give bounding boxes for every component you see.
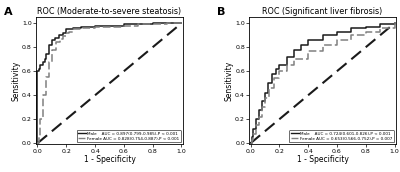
Legend: Male    AUC = 0.897(0.799-0.985),P < 0.001, Female AUC = 0.828(0.754-0.887),P < : Male AUC = 0.897(0.799-0.985),P < 0.001,… — [77, 130, 181, 142]
X-axis label: 1 - Specificity: 1 - Specificity — [84, 155, 136, 164]
X-axis label: 1 - Specificity: 1 - Specificity — [296, 155, 348, 164]
Title: ROC (Significant liver fibrosis): ROC (Significant liver fibrosis) — [262, 7, 383, 16]
Text: A: A — [4, 7, 12, 17]
Title: ROC (Moderate-to-severe steatosis): ROC (Moderate-to-severe steatosis) — [38, 7, 182, 16]
Legend: Male    AUC = 0.724(0.601-0.826),P < 0.001, Female AUC = 0.653(0.566-0.752),P = : Male AUC = 0.724(0.601-0.826),P < 0.001,… — [290, 130, 394, 142]
Text: B: B — [217, 7, 225, 17]
Y-axis label: Sensitivity: Sensitivity — [12, 61, 20, 101]
Y-axis label: Sensitivity: Sensitivity — [225, 61, 234, 101]
